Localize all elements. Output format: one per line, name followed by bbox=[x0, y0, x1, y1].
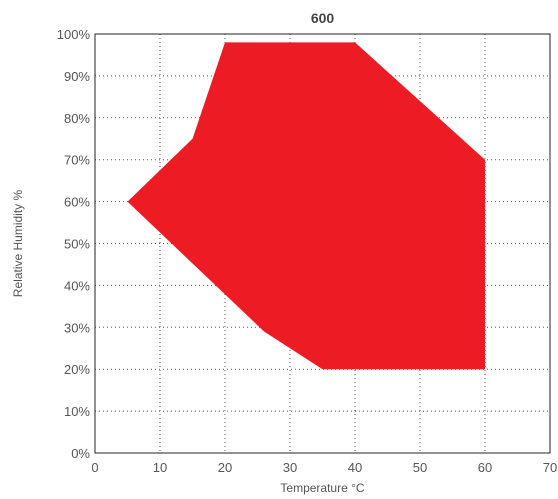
operating-range-area bbox=[127, 42, 485, 370]
x-axis-title: Temperature °C bbox=[280, 481, 364, 495]
y-tick-label: 100% bbox=[57, 27, 91, 42]
y-tick-label: 40% bbox=[64, 278, 90, 293]
y-tick-label: 90% bbox=[64, 69, 90, 84]
x-axis-ticks: 0 10 20 30 40 50 60 70 bbox=[91, 460, 557, 475]
y-tick-label: 30% bbox=[64, 320, 90, 335]
x-tick-label: 50 bbox=[413, 460, 427, 475]
y-axis-title: Relative Humidity % bbox=[11, 189, 25, 297]
plot-frame bbox=[94, 33, 551, 454]
x-tick-label: 10 bbox=[153, 460, 167, 475]
y-tick-label: 10% bbox=[64, 404, 90, 419]
x-tick-label: 40 bbox=[348, 460, 362, 475]
y-axis-ticks: 0% 10% 20% 30% 40% 50% 60% 70% 80% 90% 100% bbox=[57, 27, 91, 461]
y-tick-label: 70% bbox=[64, 153, 90, 168]
y-tick-label: 50% bbox=[64, 237, 90, 252]
chart-title: 600 bbox=[311, 10, 335, 26]
x-tick-label: 60 bbox=[478, 460, 492, 475]
y-tick-label: 80% bbox=[64, 111, 90, 126]
series-layer bbox=[127, 42, 485, 370]
x-tick-label: 70 bbox=[543, 460, 557, 475]
y-tick-label: 20% bbox=[64, 362, 90, 377]
x-tick-label: 30 bbox=[283, 460, 297, 475]
y-tick-label: 0% bbox=[71, 446, 90, 461]
x-tick-label: 0 bbox=[91, 460, 98, 475]
y-tick-label: 60% bbox=[64, 195, 90, 210]
x-tick-label: 20 bbox=[218, 460, 232, 475]
